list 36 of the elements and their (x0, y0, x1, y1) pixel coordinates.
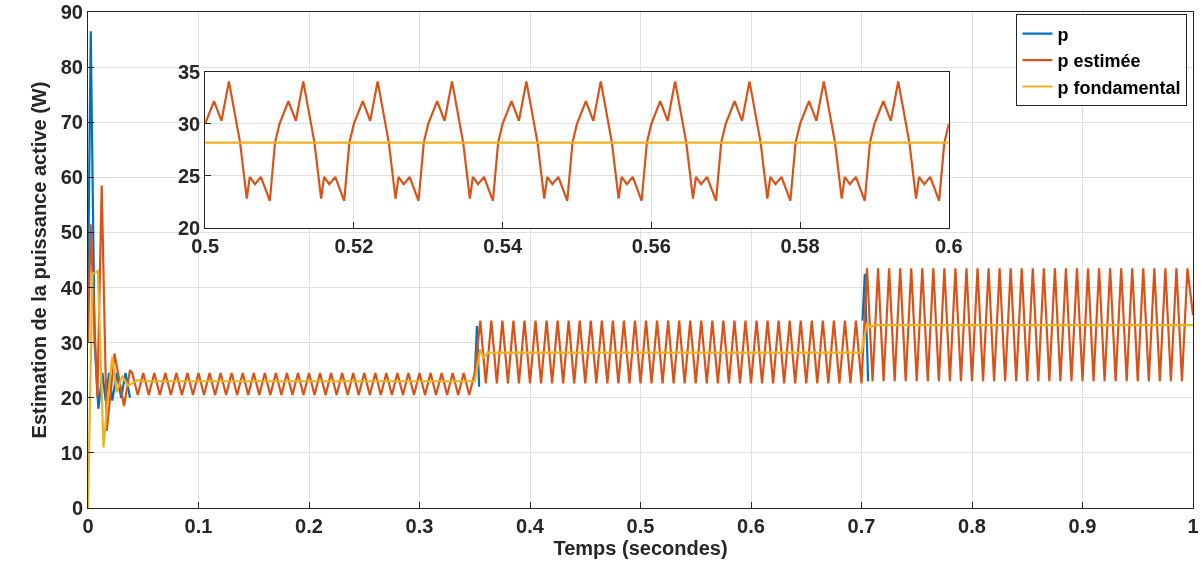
y-tick-label: 30 (60, 331, 83, 354)
x-tick-label: 0.4 (516, 515, 545, 537)
x-tick-label: 0.52 (334, 234, 374, 257)
y-tick-label: 50 (60, 221, 83, 244)
x-tick-label: 0.5 (626, 515, 655, 537)
x-tick-label: 0.9 (1068, 515, 1097, 537)
x-tick-label: 0.1 (184, 515, 213, 537)
x-tick-label: 0.56 (631, 234, 671, 257)
x-tick-label: 0.2 (295, 515, 323, 537)
x-tick-label: 0.3 (405, 515, 434, 537)
line-series (88, 184, 1193, 432)
y-tick-label: 0 (71, 497, 83, 519)
line-series (205, 80, 949, 202)
y-tick-label: 80 (60, 56, 83, 79)
legend-label: p estimée (1057, 51, 1141, 72)
x-axis-title: Temps (secondes) (553, 537, 728, 559)
y-tick-label: 20 (60, 386, 83, 409)
y-tick-label: 40 (60, 276, 83, 299)
y-tick-label: 35 (177, 61, 201, 84)
y-tick-label: 30 (177, 112, 201, 135)
y-tick-label: 70 (60, 111, 83, 134)
legend-label: p fondamental (1057, 77, 1181, 98)
x-tick-label: 0.58 (780, 234, 820, 257)
x-tick-label: 0.7 (847, 515, 876, 537)
x-tick-label: 0.8 (958, 515, 986, 537)
x-tick-label: 1 (1187, 515, 1199, 537)
y-tick-label: 10 (60, 441, 83, 464)
x-tick-label: 0.54 (483, 234, 523, 257)
y-tick-label: 90 (60, 1, 83, 23)
y-tick-label: 60 (60, 166, 83, 189)
y-axis-title: Estimation de la puissance active (W) (28, 81, 51, 439)
y-tick-label: 25 (177, 164, 201, 187)
x-tick-label: 0.6 (934, 234, 963, 257)
line-series (88, 269, 1193, 508)
x-tick-label: 0.6 (737, 515, 765, 537)
legend-label: p (1057, 24, 1069, 45)
